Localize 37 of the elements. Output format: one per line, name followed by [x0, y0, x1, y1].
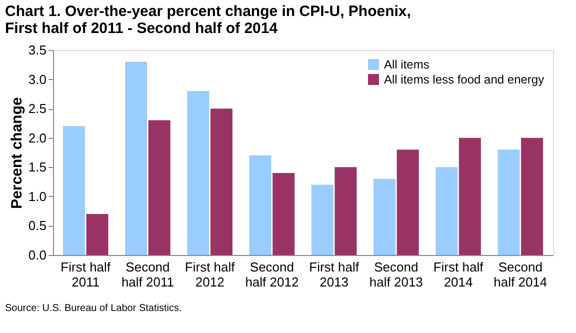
- x-tick-label: Second half 2013: [369, 260, 423, 290]
- legend-label: All items less food and energy: [384, 72, 544, 86]
- x-tick-label: Second half 2011: [121, 260, 174, 290]
- bar: [62, 126, 85, 255]
- y-tick-label: 3.5: [28, 42, 46, 58]
- y-tick-label: 0.5: [28, 218, 46, 234]
- bar: [436, 167, 458, 255]
- bar: [148, 120, 170, 255]
- bar: [86, 214, 108, 255]
- x-tick-label: First half 2012: [184, 260, 236, 290]
- x-tick-label: First half 2011: [60, 260, 111, 290]
- bar: [125, 62, 148, 255]
- y-tick-label: 2.0: [28, 130, 46, 146]
- x-tick-label: First half 2013: [309, 260, 360, 290]
- y-tick-label: 1.5: [28, 160, 46, 175]
- y-tick-label: 1.0: [28, 188, 46, 204]
- bar: [334, 167, 357, 255]
- bar: [311, 184, 334, 255]
- bar: [187, 91, 210, 255]
- y-tick-label: 0.0: [28, 248, 46, 262]
- bar: [210, 108, 232, 255]
- x-tick-label: First half 2014: [433, 260, 484, 290]
- bar: [458, 138, 481, 255]
- y-axis-title: Percent change: [8, 97, 26, 209]
- bar: [374, 178, 396, 255]
- bar: [396, 150, 419, 255]
- y-tick-label: 3.0: [28, 72, 46, 87]
- x-tick-label: Second half 2012: [245, 260, 299, 290]
- legend-label: All items: [384, 58, 430, 72]
- chart-title: Chart 1. Over-the-year percent change in CPI-U, Phoenix, First half of 2011 - Second half of 2014: [5, 3, 411, 37]
- bar: [521, 138, 544, 255]
- x-tick-label: Second half 2014: [494, 260, 548, 290]
- source-note: Source: U.S. Bureau of Labor Statistics.: [5, 303, 182, 314]
- bar: [498, 150, 520, 255]
- bar: [272, 173, 295, 255]
- bar: [249, 155, 272, 255]
- y-tick-label: 2.5: [28, 101, 46, 116]
